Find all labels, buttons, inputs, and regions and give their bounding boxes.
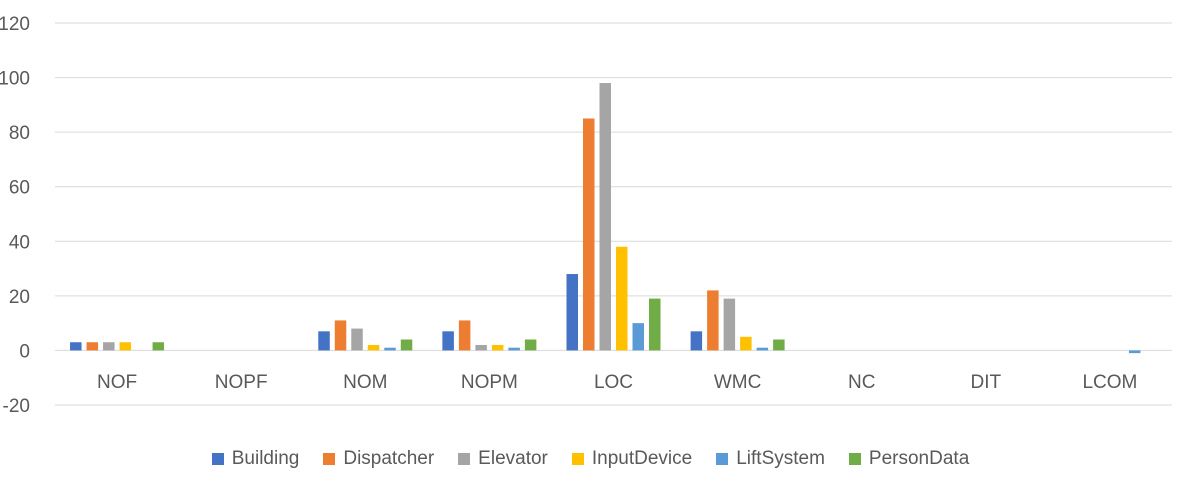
y-tick-label: 80 xyxy=(9,123,30,144)
category-label-nc: NC xyxy=(848,372,875,393)
bar-dispatcher-loc xyxy=(583,118,595,351)
category-label-wmc: WMC xyxy=(714,372,761,393)
legend-label: Elevator xyxy=(478,448,548,469)
bar-liftsystem-lcom xyxy=(1128,350,1141,354)
category-label-nom: NOM xyxy=(343,372,387,393)
category-label-nof: NOF xyxy=(97,372,137,393)
bar-elevator-wmc xyxy=(723,298,736,351)
legend-swatch xyxy=(323,453,336,465)
bar-liftsystem-loc xyxy=(632,323,644,351)
x-axis-categories: NOF NOPF NOM NOPM LOC WMC NC DIT LCOM xyxy=(97,372,1137,393)
y-tick-label: -20 xyxy=(3,396,30,417)
bar-building-nom xyxy=(318,331,330,351)
bar-liftsystem-nopm xyxy=(508,347,520,351)
legend-swatch xyxy=(571,453,584,465)
bar-elevator-nof xyxy=(103,342,115,351)
legend: Building Dispatcher Elevator InputDevice Lif… xyxy=(0,444,1181,474)
category-label-nopf: NOPF xyxy=(215,372,268,393)
legend-label: Building xyxy=(231,448,300,469)
bar-building-wmc xyxy=(690,331,703,351)
legend-swatch xyxy=(716,453,729,465)
bar-building-loc xyxy=(566,274,578,351)
legend-item-elevator: Elevator xyxy=(458,448,548,470)
bar-persondata-nof xyxy=(152,342,165,351)
bar-inputdevice-nom xyxy=(367,344,380,351)
bar-building-nopm xyxy=(442,331,454,351)
bar-elevator-nopm xyxy=(475,344,487,351)
bar-persondata-wmc xyxy=(773,339,785,351)
y-tick-label: 20 xyxy=(9,287,30,308)
legend-item-building: Building xyxy=(211,448,300,470)
bar-inputdevice-nopm xyxy=(491,344,504,351)
legend-item-inputdevice: InputDevice xyxy=(571,448,693,470)
y-tick-label: 100 xyxy=(0,69,30,90)
bar-persondata-nom xyxy=(400,339,413,351)
bar-building-nof xyxy=(70,342,82,351)
y-axis-ticks: -20 0 20 40 60 80 100 120 xyxy=(0,14,30,417)
legend-label: Dispatcher xyxy=(343,448,435,469)
bars xyxy=(70,83,1141,354)
bar-elevator-loc xyxy=(599,83,611,351)
y-tick-label: 0 xyxy=(19,341,30,362)
legend-swatch xyxy=(211,453,224,465)
bar-persondata-loc xyxy=(649,298,661,351)
gridlines xyxy=(55,22,1172,406)
bar-inputdevice-nof xyxy=(119,342,132,351)
legend-label: InputDevice xyxy=(591,448,693,469)
legend-swatch xyxy=(848,453,861,465)
legend-label: LiftSystem xyxy=(736,448,825,469)
category-label-lcom: LCOM xyxy=(1082,372,1137,393)
bar-persondata-nopm xyxy=(524,339,537,351)
bar-dispatcher-nopm xyxy=(458,320,471,351)
bar-elevator-nom xyxy=(351,328,363,351)
y-tick-label: 120 xyxy=(0,14,30,35)
legend-item-persondata: PersonData xyxy=(848,448,970,470)
y-tick-label: 60 xyxy=(9,178,30,199)
category-label-nopm: NOPM xyxy=(461,372,518,393)
bar-dispatcher-wmc xyxy=(707,290,719,351)
bar-inputdevice-loc xyxy=(616,246,628,351)
category-label-loc: LOC xyxy=(594,372,633,393)
bar-liftsystem-nom xyxy=(384,347,396,351)
legend-item-dispatcher: Dispatcher xyxy=(323,448,434,470)
legend-item-liftsystem: LiftSystem xyxy=(716,448,825,470)
bar-dispatcher-nom xyxy=(334,320,347,351)
category-label-dit: DIT xyxy=(971,372,1002,393)
bar-dispatcher-nof xyxy=(86,342,99,351)
bar-liftsystem-wmc xyxy=(756,347,769,351)
y-tick-label: 40 xyxy=(9,232,30,253)
legend-swatch xyxy=(458,453,471,465)
bar-inputdevice-wmc xyxy=(740,336,752,351)
legend-label: PersonData xyxy=(868,448,970,469)
